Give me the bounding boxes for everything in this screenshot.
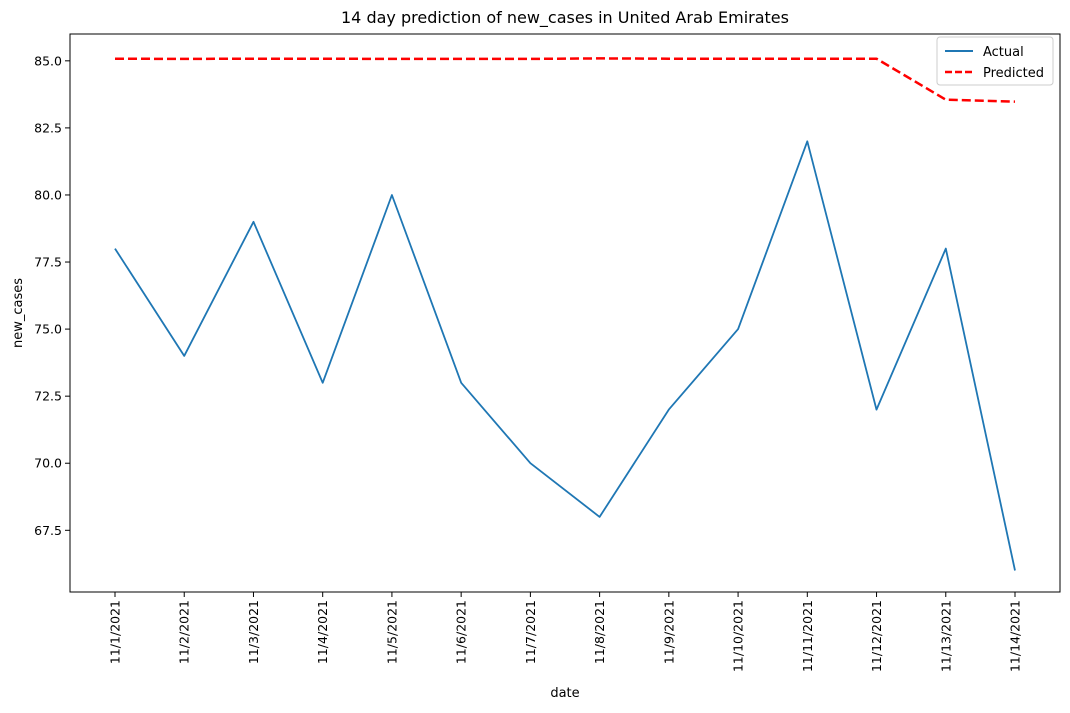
x-tick-label: 11/13/2021 [938, 600, 953, 672]
chart-title: 14 day prediction of new_cases in United… [341, 8, 789, 28]
x-axis-label: date [550, 686, 579, 701]
series-layer [115, 58, 1015, 570]
y-tick-label: 77.5 [34, 255, 62, 270]
x-tick-label: 11/7/2021 [523, 600, 538, 664]
y-tick-label: 72.5 [34, 389, 62, 404]
series-line-predicted [115, 58, 1015, 101]
x-tick-label: 11/9/2021 [661, 600, 676, 664]
legend: Actual Predicted [937, 37, 1053, 85]
x-tick-label: 11/1/2021 [108, 600, 123, 664]
plot-area [70, 34, 1060, 592]
x-tick-label: 11/5/2021 [384, 600, 399, 664]
x-tick-label: 11/4/2021 [315, 600, 330, 664]
x-tick-label: 11/12/2021 [869, 600, 884, 672]
y-tick-label: 82.5 [34, 120, 62, 135]
x-tick-label: 11/10/2021 [731, 600, 746, 672]
x-tick-label: 11/2/2021 [177, 600, 192, 664]
series-line-actual [115, 141, 1015, 570]
y-axis-label: new_cases [11, 278, 26, 348]
x-tick-label: 11/3/2021 [246, 600, 261, 664]
x-tick-label: 11/11/2021 [800, 600, 815, 672]
y-tick-label: 70.0 [34, 456, 62, 471]
y-tick-label: 67.5 [34, 523, 62, 538]
x-axis: 11/1/2021 11/2/2021 11/3/2021 11/4/2021 11/5… [108, 592, 1023, 672]
x-tick-label: 11/6/2021 [454, 600, 469, 664]
legend-label-actual: Actual [983, 45, 1024, 60]
y-tick-label: 85.0 [34, 53, 62, 68]
y-tick-label: 80.0 [34, 187, 62, 202]
x-tick-label: 11/8/2021 [592, 600, 607, 664]
y-tick-label: 75.0 [34, 322, 62, 337]
x-tick-label: 11/14/2021 [1008, 600, 1023, 672]
legend-label-predicted: Predicted [983, 66, 1044, 81]
y-axis: 67.5 70.0 72.5 75.0 77.5 80.0 82.5 85.0 [34, 53, 70, 537]
